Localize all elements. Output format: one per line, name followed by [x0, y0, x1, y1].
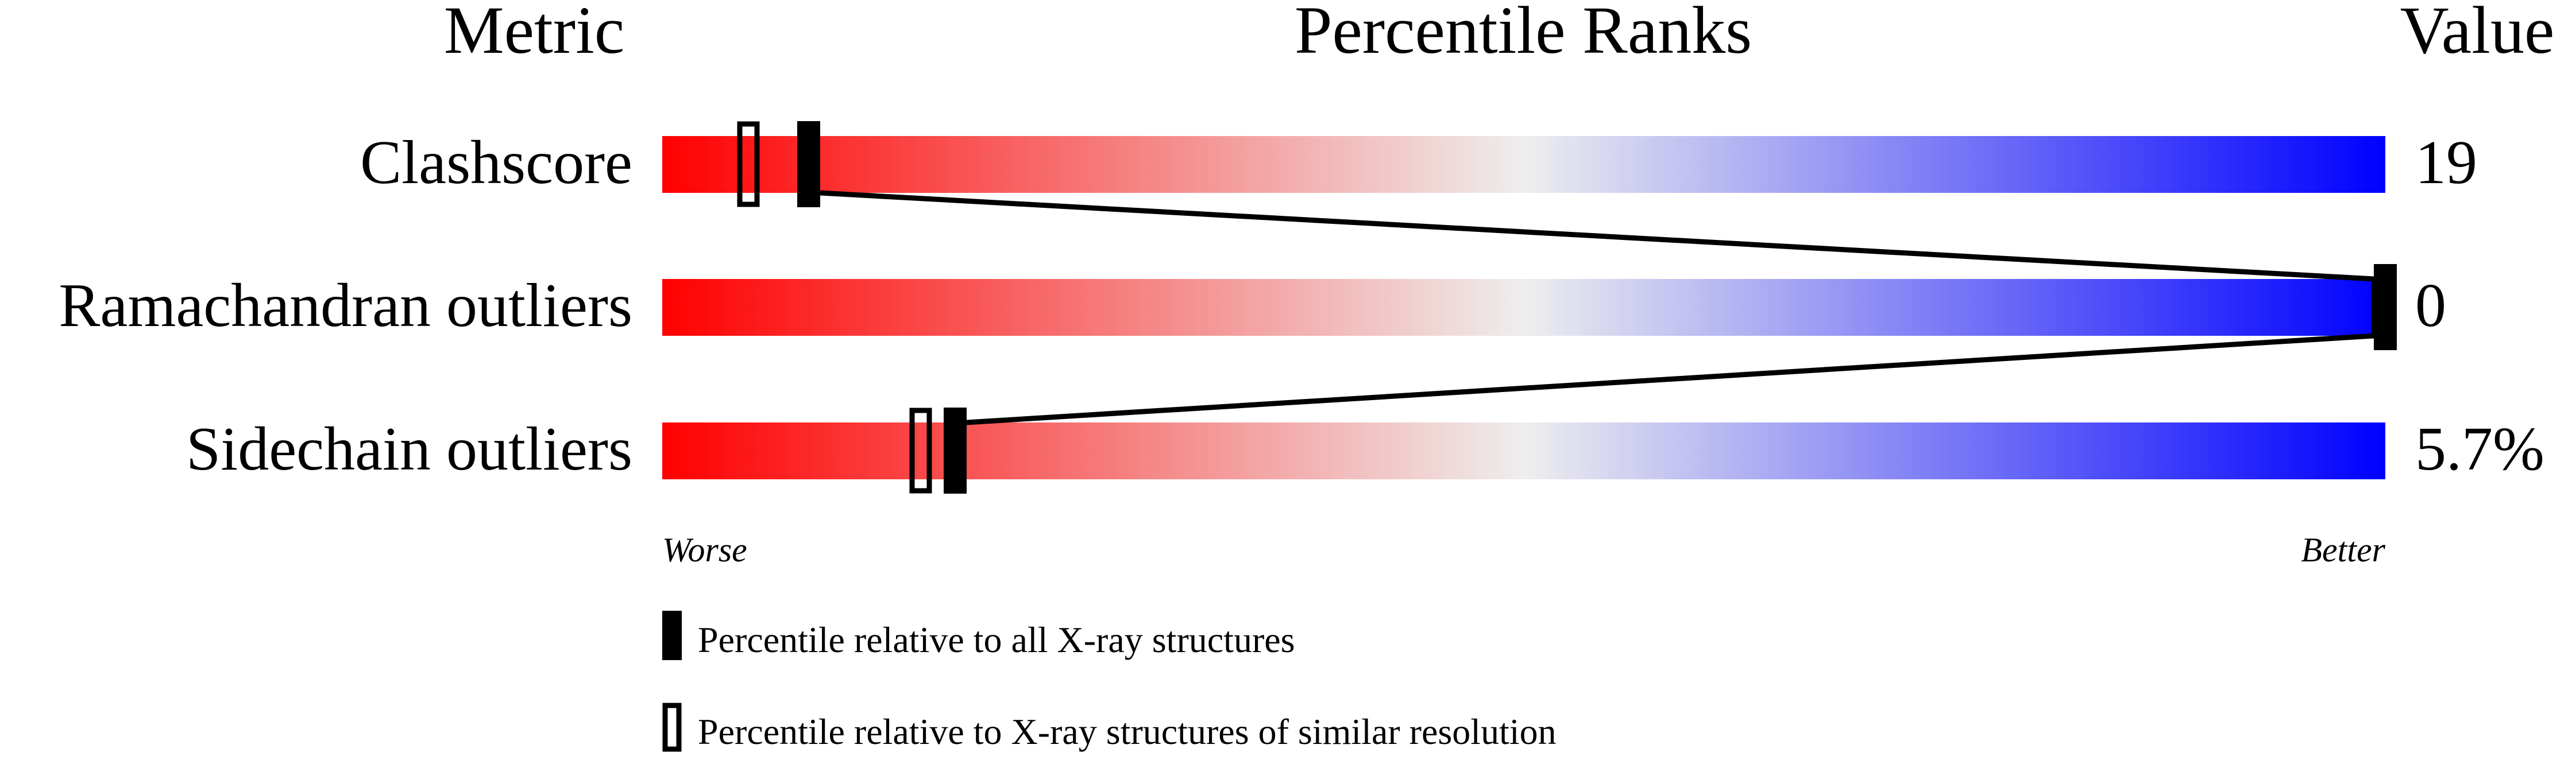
header-percentile-ranks: Percentile Ranks	[1295, 0, 1752, 68]
all-structures-marker	[797, 121, 820, 207]
metric-value: 19	[2415, 129, 2477, 197]
legend-open-marker-icon	[662, 703, 682, 752]
metric-value: 0	[2415, 272, 2446, 340]
legend-label-all: Percentile relative to all X-ray structu…	[698, 619, 1295, 660]
worse-label: Worse	[662, 531, 747, 569]
better-label: Better	[2301, 531, 2385, 569]
all-structures-marker	[2374, 264, 2397, 350]
similar-resolution-marker	[737, 121, 760, 207]
all-structures-marker	[944, 408, 967, 494]
percentile-bar	[662, 279, 2385, 336]
metric-value: 5.7%	[2415, 415, 2544, 483]
metric-label: Sidechain outliers	[186, 415, 632, 483]
similar-resolution-marker	[909, 408, 932, 494]
legend-label-similar: Percentile relative to X-ray structures …	[698, 711, 1557, 752]
header-metric: Metric	[444, 0, 625, 68]
header-value: Value	[2400, 0, 2555, 68]
percentile-bar	[662, 136, 2385, 193]
percentile-bar	[662, 422, 2385, 479]
legend-filled-marker-icon	[662, 611, 682, 660]
metric-label: Ramachandran outliers	[59, 272, 632, 340]
metric-label: Clashscore	[360, 129, 632, 197]
